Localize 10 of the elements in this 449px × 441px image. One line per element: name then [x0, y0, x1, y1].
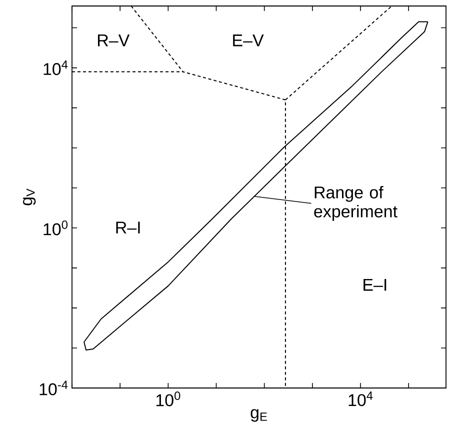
y-tick-label: 10$^{4}$ — [44, 60, 68, 76]
x-axis-title: g$_{E}$ — [250, 409, 267, 422]
annotation: E–V — [233, 34, 264, 46]
y-tick-label: 10$^{0}$ — [44, 220, 68, 236]
annotation: R–V — [98, 34, 130, 46]
annotation: E–I — [364, 279, 386, 291]
annotation: Range of experiment — [314, 186, 398, 221]
y-axis-title: g$_{V}$ — [22, 188, 36, 206]
y-tick-label: 10$^{-4}$ — [40, 380, 68, 396]
annotation: R–I — [116, 222, 140, 234]
